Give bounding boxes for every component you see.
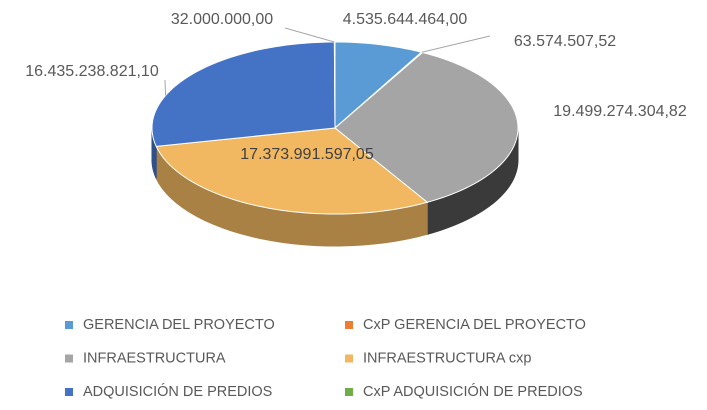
legend-label: GERENCIA DEL PROYECTO <box>83 317 275 333</box>
data-label: 32.000.000,00 <box>171 11 273 28</box>
legend-swatch <box>345 354 353 363</box>
data-label: 16.435.238.821,10 <box>25 63 159 80</box>
pie-slice <box>334 41 423 130</box>
legend-label: INFRAESTRUCTURA cxp <box>363 350 531 366</box>
pie-slice <box>155 127 429 215</box>
leader-line <box>421 35 491 53</box>
data-label: 19.499.274.304,82 <box>553 103 687 120</box>
legend-swatch <box>65 388 73 396</box>
legend-swatch <box>65 321 73 329</box>
legend-swatch <box>345 321 353 329</box>
pie-slice <box>333 41 336 129</box>
legend-label: INFRAESTRUCTURA <box>83 350 226 366</box>
legend-label: ADQUISICIÓN DE PREDIOS <box>83 383 272 400</box>
data-label: 17.373.991.597,05 <box>240 146 374 163</box>
leader-line <box>284 27 335 43</box>
data-label: 4.535.644.464,00 <box>343 11 468 28</box>
leader-line <box>164 79 167 96</box>
legend-label: CxP ADQUISICIÓN DE PREDIOS <box>363 383 583 400</box>
legend-label: CxP GERENCIA DEL PROYECTO <box>363 317 586 333</box>
pie-slice <box>151 41 336 147</box>
legend-swatch <box>345 388 353 396</box>
legend-swatch <box>65 354 73 363</box>
data-label: 63.574.507,52 <box>514 33 616 50</box>
